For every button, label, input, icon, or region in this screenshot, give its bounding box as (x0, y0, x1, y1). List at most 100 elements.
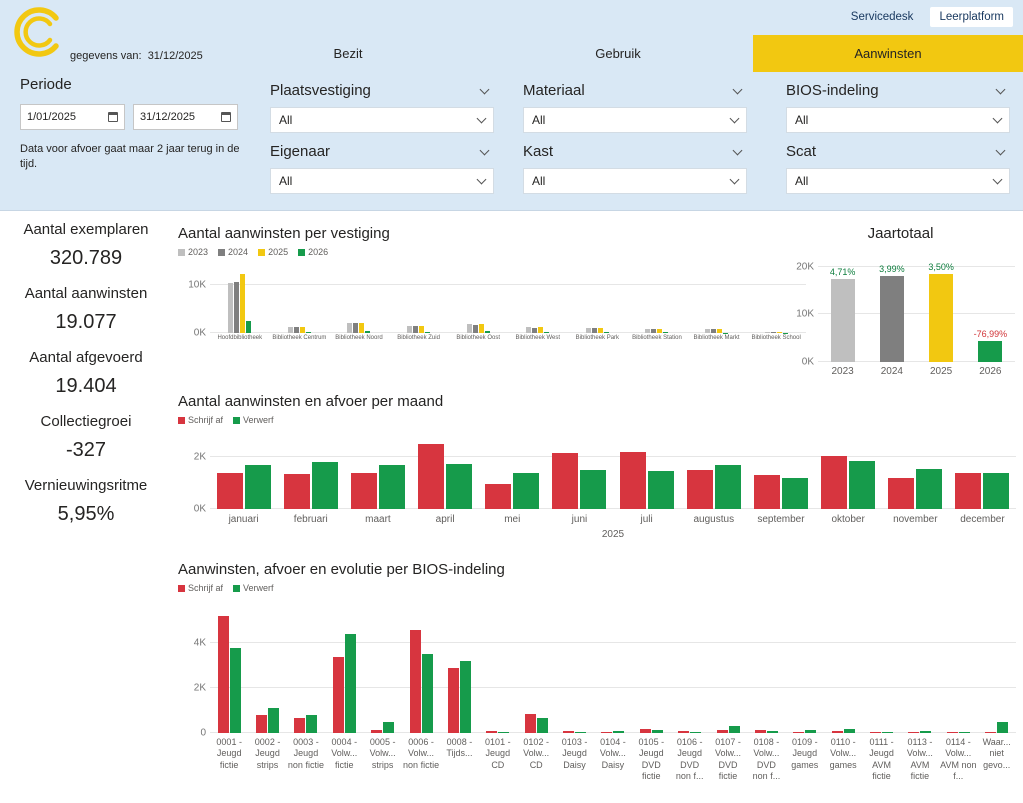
bar[interactable] (657, 329, 662, 333)
bar[interactable] (729, 726, 740, 733)
bar[interactable] (755, 730, 766, 733)
bar[interactable] (300, 327, 305, 333)
bar[interactable] (920, 731, 931, 733)
bar[interactable] (821, 456, 847, 509)
bar[interactable] (365, 331, 370, 333)
bar[interactable] (537, 718, 548, 733)
bar[interactable] (959, 732, 970, 733)
bar[interactable] (765, 332, 770, 333)
bar[interactable] (978, 341, 1002, 362)
bar[interactable] (711, 329, 716, 333)
bar[interactable] (870, 732, 881, 733)
scat-select[interactable]: All (786, 168, 1010, 194)
bar[interactable] (832, 731, 843, 733)
bar[interactable] (592, 328, 597, 333)
bar[interactable] (888, 478, 914, 509)
bar[interactable] (985, 732, 996, 733)
bar[interactable] (419, 326, 424, 333)
bar[interactable] (379, 465, 405, 509)
kast-select[interactable]: All (523, 168, 747, 194)
bar[interactable] (347, 323, 352, 333)
bar[interactable] (580, 470, 606, 509)
filter-header-kast[interactable]: Kast (523, 133, 747, 168)
bar[interactable] (563, 731, 574, 733)
bar[interactable] (294, 327, 299, 333)
legend-item[interactable]: Verwerf (233, 415, 274, 425)
bar[interactable] (448, 668, 459, 733)
bar[interactable] (620, 452, 646, 509)
bar[interactable] (538, 327, 543, 333)
legend-item[interactable]: Verwerf (233, 583, 274, 593)
bar[interactable] (230, 648, 241, 734)
servicedesk-link[interactable]: Servicedesk (842, 7, 923, 27)
bar[interactable] (359, 323, 364, 333)
bar[interactable] (418, 444, 444, 509)
leerplatform-link[interactable]: Leerplatform (930, 7, 1013, 27)
bar[interactable] (240, 274, 245, 333)
bar[interactable] (690, 732, 701, 733)
bar[interactable] (767, 731, 778, 733)
bar[interactable] (640, 729, 651, 733)
bar[interactable] (371, 730, 382, 733)
bar[interactable] (844, 729, 855, 733)
filter-header-bios-indeling[interactable]: BIOS-indeling (786, 72, 1010, 107)
filter-header-eigenaar[interactable]: Eigenaar (270, 133, 494, 168)
bar[interactable] (771, 332, 776, 333)
bar[interactable] (351, 473, 377, 509)
bar[interactable] (687, 470, 713, 509)
bar[interactable] (485, 331, 490, 333)
date-from-input[interactable]: 1/01/2025 (20, 104, 125, 130)
bar[interactable] (705, 329, 710, 333)
bar[interactable] (613, 731, 624, 733)
bar[interactable] (532, 328, 537, 333)
bar[interactable] (997, 722, 1008, 733)
bar[interactable] (345, 634, 356, 733)
legend-item[interactable]: 2024 (218, 247, 248, 257)
bar[interactable] (663, 332, 668, 333)
bar[interactable] (306, 715, 317, 733)
bar[interactable] (908, 732, 919, 733)
bar[interactable] (460, 661, 471, 733)
bar[interactable] (983, 473, 1009, 509)
legend-item[interactable]: Schrijf af (178, 583, 223, 593)
bar[interactable] (575, 732, 586, 733)
bar[interactable] (831, 279, 855, 362)
tab-bezit[interactable]: Bezit (213, 35, 483, 72)
bar[interactable] (652, 730, 663, 733)
bar[interactable] (268, 708, 279, 733)
bar[interactable] (312, 462, 338, 509)
tab-aanwinsten[interactable]: Aanwinsten (753, 35, 1023, 72)
bar[interactable] (446, 464, 472, 509)
bar[interactable] (383, 722, 394, 733)
eigenaar-select[interactable]: All (270, 168, 494, 194)
bar[interactable] (486, 731, 497, 733)
bios-indeling-select[interactable]: All (786, 107, 1010, 133)
bar[interactable] (715, 465, 741, 509)
bar[interactable] (246, 321, 251, 333)
bar[interactable] (294, 718, 305, 733)
bar[interactable] (333, 657, 344, 734)
bar[interactable] (485, 484, 511, 509)
bar[interactable] (777, 332, 782, 333)
date-to-input[interactable]: 31/12/2025 (133, 104, 238, 130)
bar[interactable] (648, 471, 674, 509)
bar[interactable] (513, 473, 539, 509)
bar[interactable] (601, 732, 612, 733)
bar[interactable] (353, 323, 358, 333)
bar[interactable] (525, 714, 536, 733)
bar[interactable] (526, 327, 531, 333)
bar[interactable] (717, 730, 728, 733)
bar[interactable] (782, 478, 808, 509)
bar[interactable] (849, 461, 875, 509)
legend-item[interactable]: 2026 (298, 247, 328, 257)
bar[interactable] (678, 731, 689, 733)
bar[interactable] (544, 332, 549, 333)
bar[interactable] (218, 616, 229, 733)
bar[interactable] (467, 324, 472, 333)
bar[interactable] (498, 732, 509, 733)
bar[interactable] (645, 329, 650, 333)
bar[interactable] (882, 732, 893, 733)
legend-item[interactable]: 2025 (258, 247, 288, 257)
